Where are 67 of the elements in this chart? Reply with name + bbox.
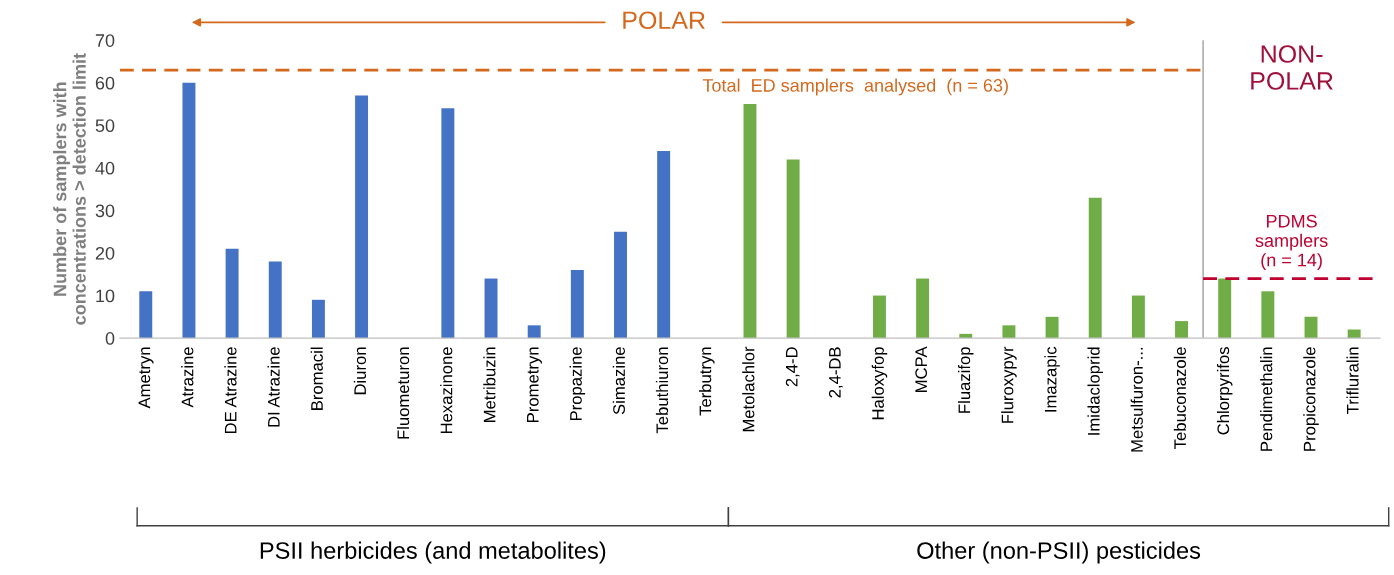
x-tick-label: DE Atrazine (224, 347, 237, 434)
bar (916, 278, 930, 339)
bar (484, 278, 498, 339)
y-tick-label: 60 (95, 76, 115, 90)
text: PSII herbicides (and metabolites) (260, 541, 606, 564)
x-tick-label: Metribuzin (483, 347, 496, 422)
x-tick-label: Fluometuron (396, 347, 410, 439)
bar (614, 231, 627, 339)
bar (1175, 321, 1189, 339)
x-tick-label: DI Atrazine (267, 347, 280, 427)
bar (311, 299, 325, 339)
ref-line-label: PDMS samplers (n = 14) (1255, 214, 1328, 271)
bar (268, 261, 282, 339)
bar (441, 108, 455, 339)
x-tick-label: Prometryn (527, 347, 542, 422)
x-tick-label: 2,4-D (785, 347, 800, 387)
bar (1131, 295, 1145, 339)
y-tick-label: 10 (96, 289, 115, 303)
x-tick-label: Fluroxypyr (1001, 346, 1017, 423)
y-tick-label: 30 (95, 204, 115, 218)
x-tick-label: Atrazine (181, 347, 194, 408)
x-tick-label: Chlorpyrifos (1216, 347, 1233, 435)
x-tick-label: Diuron (353, 347, 367, 395)
x-tick-label: 2,4-DB (828, 347, 843, 398)
text: Other (non-PSII) pesticides (917, 541, 1201, 564)
y-tick-label: 40 (95, 161, 115, 175)
bar (355, 95, 369, 339)
x-tick-label: Hexazinone (440, 347, 453, 434)
text: POLAR (623, 11, 705, 30)
annotation: NON- POLAR (1251, 45, 1333, 90)
y-axis-title: Number of samplers with concentrations > detection limit (53, 53, 86, 325)
y-tick-label: 0 (105, 332, 115, 345)
bar (1218, 278, 1232, 339)
x-tick-label: Tebuthiuron (655, 347, 669, 434)
y-tick-label: 70 (95, 34, 115, 47)
bar (1088, 197, 1102, 339)
bar (1002, 325, 1016, 339)
bar (743, 104, 757, 339)
ref-line-label: Total ED samplers analysed (n = 63) (702, 78, 1008, 96)
y-tick-label: 50 (95, 119, 115, 133)
x-tick-label: Metolachlor (742, 346, 755, 432)
bar (139, 291, 153, 339)
x-tick-label: Fluazifop (957, 347, 974, 413)
x-tick-label: Tebuconazole (1173, 347, 1187, 449)
x-tick-label: Imazapic (1044, 346, 1060, 412)
x-tick-label: Simazine (612, 347, 625, 415)
y-tick-label: 20 (95, 246, 115, 260)
x-tick-label: Bromacil (310, 347, 323, 410)
bar (225, 248, 239, 339)
bar (657, 150, 671, 339)
bar (786, 159, 800, 339)
x-tick-label: Propazine (569, 347, 586, 421)
x-tick-label: Haloxyfop (871, 347, 888, 420)
x-tick-label: Terbutryn (699, 347, 715, 416)
bar (570, 270, 584, 339)
x-tick-label: Propiconazole (1303, 347, 1319, 451)
x-tick-label: Trifluralin (1346, 347, 1359, 414)
bar (1261, 291, 1275, 339)
x-tick-label: Imidacloprid (1087, 347, 1103, 435)
x-tick-label: Pendimethalin (1260, 347, 1273, 451)
bar (182, 82, 196, 339)
x-tick-label: MCPA (915, 346, 928, 392)
bar (527, 325, 541, 339)
x-tick-label: Ametryn (138, 347, 154, 409)
bar (872, 295, 886, 339)
x-tick-label: Metsulfuron-... (1130, 347, 1143, 452)
bar (1045, 316, 1059, 339)
